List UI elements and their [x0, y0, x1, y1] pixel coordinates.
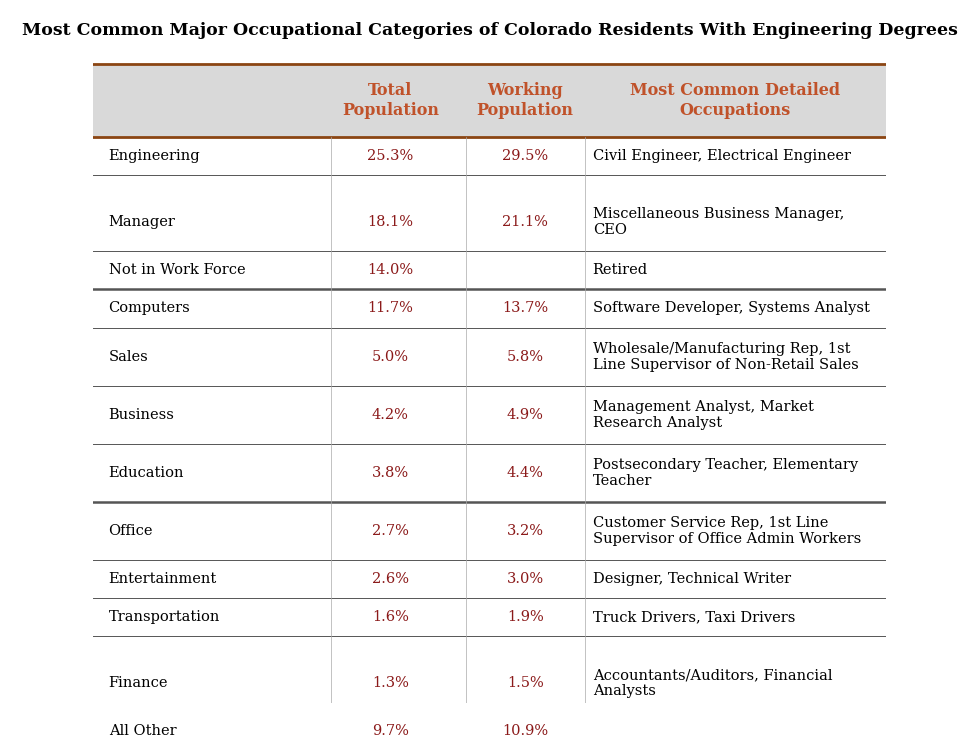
Text: 5.0%: 5.0%: [372, 349, 409, 363]
Text: 1.9%: 1.9%: [507, 610, 543, 624]
Text: Entertainment: Entertainment: [109, 572, 217, 586]
Text: Designer, Technical Writer: Designer, Technical Writer: [592, 572, 790, 586]
Text: 14.0%: 14.0%: [367, 263, 413, 277]
Text: Transportation: Transportation: [109, 610, 220, 624]
Text: 2.7%: 2.7%: [372, 523, 409, 537]
FancyBboxPatch shape: [93, 63, 885, 137]
Text: All Other: All Other: [109, 724, 176, 737]
Text: Engineering: Engineering: [109, 149, 200, 163]
Text: 1.6%: 1.6%: [372, 610, 409, 624]
Text: 3.0%: 3.0%: [507, 572, 543, 586]
Text: Accountants/Auditors, Financial
Analysts: Accountants/Auditors, Financial Analysts: [592, 668, 831, 698]
Text: 13.7%: 13.7%: [502, 301, 548, 315]
Text: Most Common Major Occupational Categories of Colorado Residents With Engineering: Most Common Major Occupational Categorie…: [22, 21, 956, 38]
Text: 9.7%: 9.7%: [372, 724, 409, 737]
Text: 29.5%: 29.5%: [502, 149, 548, 163]
Text: Manager: Manager: [109, 214, 175, 228]
Text: Not in Work Force: Not in Work Force: [109, 263, 244, 277]
Text: Working
Population: Working Population: [476, 82, 573, 119]
Text: 10.9%: 10.9%: [502, 724, 548, 737]
Text: Customer Service Rep, 1st Line
Supervisor of Office Admin Workers: Customer Service Rep, 1st Line Superviso…: [592, 515, 860, 545]
Text: Most Common Detailed
Occupations: Most Common Detailed Occupations: [630, 82, 840, 119]
Text: 25.3%: 25.3%: [367, 149, 413, 163]
Text: 5.8%: 5.8%: [507, 349, 543, 363]
Text: Truck Drivers, Taxi Drivers: Truck Drivers, Taxi Drivers: [592, 610, 794, 624]
Text: Retired: Retired: [592, 263, 647, 277]
Text: Sales: Sales: [109, 349, 149, 363]
Text: Business: Business: [109, 408, 174, 422]
Text: Management Analyst, Market
Research Analyst: Management Analyst, Market Research Anal…: [592, 399, 813, 430]
Text: Education: Education: [109, 466, 184, 480]
Text: Postsecondary Teacher, Elementary
Teacher: Postsecondary Teacher, Elementary Teache…: [592, 458, 857, 488]
Text: Miscellaneous Business Manager,
CEO: Miscellaneous Business Manager, CEO: [592, 206, 843, 237]
Text: 18.1%: 18.1%: [367, 214, 413, 228]
Text: Civil Engineer, Electrical Engineer: Civil Engineer, Electrical Engineer: [592, 149, 850, 163]
Text: 2.6%: 2.6%: [372, 572, 409, 586]
Text: Wholesale/Manufacturing Rep, 1st
Line Supervisor of Non-Retail Sales: Wholesale/Manufacturing Rep, 1st Line Su…: [592, 341, 858, 371]
Text: 3.8%: 3.8%: [372, 466, 409, 480]
Text: 4.4%: 4.4%: [507, 466, 543, 480]
Text: Computers: Computers: [109, 301, 190, 315]
Text: 1.3%: 1.3%: [372, 676, 409, 690]
Text: Finance: Finance: [109, 676, 168, 690]
Text: 11.7%: 11.7%: [367, 301, 413, 315]
Text: 4.2%: 4.2%: [372, 408, 409, 422]
Text: 4.9%: 4.9%: [507, 408, 543, 422]
Text: 21.1%: 21.1%: [502, 214, 548, 228]
Text: 3.2%: 3.2%: [507, 523, 543, 537]
Text: Total
Population: Total Population: [341, 82, 438, 119]
Text: Software Developer, Systems Analyst: Software Developer, Systems Analyst: [592, 301, 868, 315]
Text: 1.5%: 1.5%: [507, 676, 543, 690]
Text: Office: Office: [109, 523, 153, 537]
